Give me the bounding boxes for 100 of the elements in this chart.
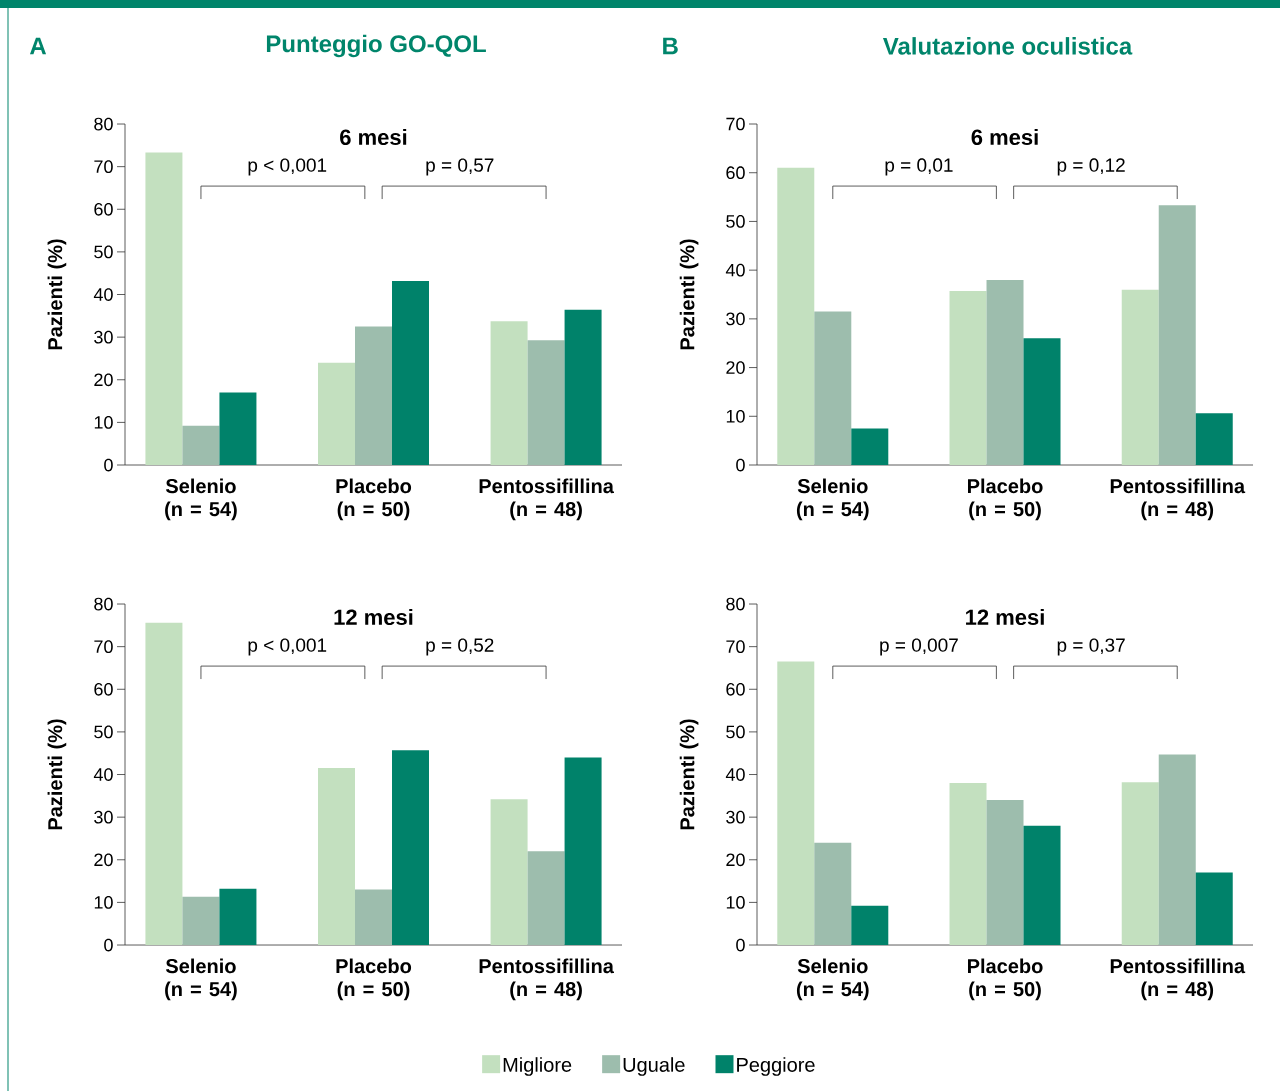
legend-label: Migliore — [503, 1057, 572, 1077]
bar — [527, 340, 565, 466]
annotation: p = 0,57 — [426, 158, 494, 176]
y-tick-label: 20 — [94, 373, 113, 387]
text: B — [663, 37, 678, 55]
y-tick-label: 20 — [726, 853, 745, 867]
bar — [814, 842, 852, 946]
y-tick-label: 0 — [736, 938, 745, 952]
bar — [392, 281, 429, 466]
bar — [1195, 872, 1233, 946]
y-tick-label: 50 — [726, 215, 745, 229]
y-tick-label: 30 — [94, 811, 113, 824]
x-tick-label: Placebo (n = 50) — [968, 958, 1043, 1001]
bar — [490, 799, 528, 946]
x-tick-label: Pentossifillina (n = 48) — [479, 478, 615, 521]
bar — [986, 800, 1024, 946]
y-tick-label: 40 — [93, 768, 113, 782]
bar — [949, 783, 987, 946]
y-tick-label: 60 — [726, 166, 745, 180]
bar — [564, 310, 602, 466]
bar — [145, 623, 183, 946]
chart-title: 12 mesi — [334, 609, 413, 626]
y-tick-label: 80 — [94, 117, 113, 131]
bar — [355, 326, 392, 466]
y-tick-label: 10 — [726, 410, 745, 423]
x-tick-label: Selenio (n = 54) — [796, 478, 869, 521]
bar — [219, 889, 257, 946]
bar — [851, 906, 889, 946]
y-axis-title: Pazienti (%) — [47, 239, 67, 350]
y-tick-label: 0 — [104, 938, 113, 952]
y-tick-label: 80 — [94, 597, 113, 611]
bar — [219, 392, 257, 466]
legend-label: Peggiore — [737, 1057, 815, 1077]
y-axis-title: Pazienti (%) — [47, 719, 67, 830]
x-tick-label: Selenio (n = 54) — [796, 958, 869, 1001]
chart-title: 12 mesi — [966, 609, 1044, 626]
y-tick-label: 10 — [726, 896, 745, 910]
x-tick-label: Selenio (n = 54) — [165, 958, 237, 1001]
text: Valutazione oculistica — [882, 37, 1133, 55]
bar — [1023, 825, 1061, 946]
y-tick-label: 0 — [736, 458, 745, 472]
bar — [182, 426, 220, 466]
bar — [777, 168, 815, 466]
y-tick-label: 70 — [94, 160, 113, 174]
y-tick-label: 40 — [93, 288, 113, 302]
x-tick-label: Placebo (n = 50) — [336, 958, 412, 1001]
bar — [777, 661, 815, 946]
x-tick-label: Placebo (n = 50) — [336, 478, 412, 521]
y-tick-label: 70 — [726, 117, 745, 131]
bar — [814, 311, 852, 466]
chart-title: 6 mesi — [971, 129, 1038, 146]
x-tick-label: Pentossifillina (n = 48) — [1110, 478, 1246, 521]
bar — [490, 321, 528, 466]
bar — [527, 851, 565, 946]
y-tick-label: 40 — [725, 264, 745, 277]
y-tick-label: 30 — [94, 331, 113, 344]
text: A — [29, 37, 47, 55]
y-tick-label: 10 — [94, 416, 113, 430]
bar — [949, 291, 987, 466]
y-tick-label: 60 — [94, 203, 113, 216]
bar — [1121, 289, 1159, 466]
bar — [1023, 338, 1061, 466]
annotation: p = 0,37 — [1057, 638, 1125, 656]
annotation: p < 0,001 — [248, 158, 327, 176]
y-tick-label: 30 — [726, 811, 745, 824]
bar — [318, 768, 355, 946]
bar — [318, 362, 355, 466]
y-tick-label: 20 — [726, 361, 745, 375]
y-tick-label: 70 — [94, 640, 113, 654]
y-tick-label: 60 — [726, 683, 745, 696]
bar — [564, 757, 602, 946]
x-tick-label: Placebo (n = 50) — [968, 478, 1043, 521]
y-tick-label: 80 — [726, 597, 745, 611]
y-tick-label: 30 — [726, 312, 745, 326]
bar — [1158, 754, 1196, 946]
y-tick-label: 50 — [726, 725, 745, 739]
chart-title: 6 mesi — [340, 129, 407, 146]
y-tick-label: 50 — [94, 245, 113, 259]
x-tick-label: Pentossifillina (n = 48) — [479, 958, 615, 1001]
bar — [986, 280, 1024, 466]
y-axis-title: Pazienti (%) — [679, 239, 699, 350]
annotation: p = 0,52 — [426, 638, 494, 656]
bar — [1158, 205, 1196, 466]
y-tick-label: 60 — [94, 683, 113, 696]
bar — [851, 428, 889, 466]
y-axis-title: Pazienti (%) — [679, 719, 699, 830]
bar — [392, 750, 429, 946]
annotation: p = 0,007 — [880, 638, 958, 656]
y-tick-label: 20 — [94, 853, 113, 867]
y-tick-label: 0 — [104, 458, 113, 472]
y-tick-label: 40 — [725, 768, 745, 782]
y-tick-label: 10 — [94, 896, 113, 910]
bar — [1195, 413, 1233, 466]
bar — [145, 152, 183, 466]
x-tick-label: Pentossifillina (n = 48) — [1110, 958, 1246, 1001]
y-tick-label: 50 — [94, 725, 113, 739]
annotation: p = 0,01 — [885, 158, 953, 176]
annotation: p < 0,001 — [248, 638, 327, 656]
y-tick-label: 70 — [726, 640, 745, 654]
x-tick-label: Selenio (n = 54) — [165, 478, 237, 521]
